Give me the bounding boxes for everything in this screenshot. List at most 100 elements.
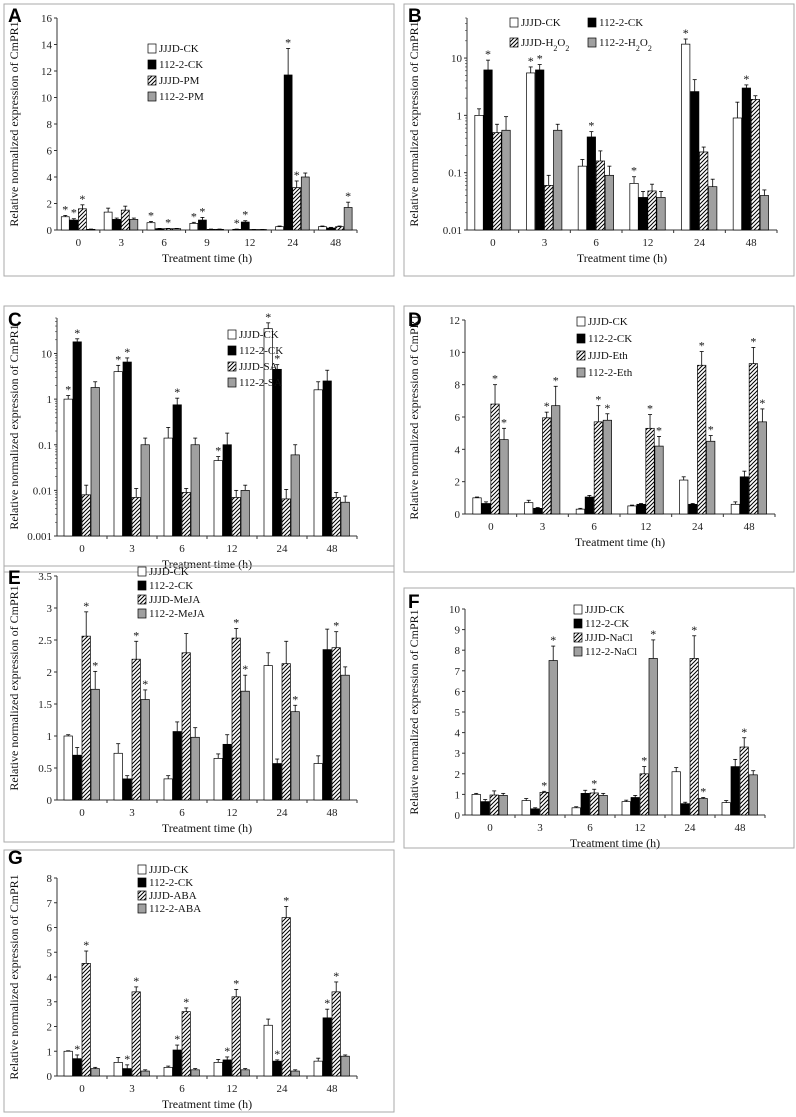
- bar: [146, 222, 156, 231]
- bar: [60, 216, 70, 231]
- significance-star: *: [83, 938, 89, 952]
- bar: [281, 663, 291, 801]
- y-axis-title: Relative normalized expression of CmPR1: [407, 314, 421, 519]
- bar: [313, 389, 323, 537]
- x-axis-title: Treatment time (h): [575, 535, 665, 549]
- y-tick-label: 16: [41, 13, 53, 25]
- panel-border: [3, 849, 395, 1113]
- bar: [190, 1069, 200, 1077]
- bar: [492, 132, 502, 231]
- significance-star: *: [133, 974, 139, 988]
- bar: [181, 1011, 191, 1077]
- significance-star: *: [699, 339, 705, 353]
- bar: [222, 743, 232, 801]
- bar: [81, 635, 91, 801]
- panel-border: [403, 305, 795, 573]
- significance-star: *: [174, 1032, 180, 1046]
- legend-label: 112-2-PM: [159, 91, 204, 103]
- bar: [501, 129, 511, 231]
- significance-star: *: [750, 334, 756, 348]
- legend-label: JJJD-CK: [521, 17, 561, 29]
- x-tick-label: 6: [161, 237, 167, 249]
- bar: [679, 479, 689, 515]
- legend-swatch: [137, 903, 147, 914]
- y-tick-label: 8: [455, 380, 461, 392]
- bar: [326, 227, 336, 231]
- bar: [181, 492, 191, 537]
- y-tick-label: 4: [47, 172, 53, 184]
- x-axis-title: Treatment time (h): [577, 251, 667, 265]
- bar: [539, 791, 549, 816]
- x-tick-label: 24: [685, 822, 697, 834]
- legend-swatch: [573, 618, 583, 629]
- bar: [263, 665, 273, 801]
- x-tick-label: 0: [490, 237, 496, 249]
- bar: [580, 793, 590, 816]
- y-tick-label: 2: [455, 769, 461, 781]
- x-tick-label: 48: [746, 237, 758, 249]
- bar: [213, 460, 223, 537]
- bar: [272, 1060, 282, 1077]
- significance-star: *: [199, 204, 205, 218]
- legend-label: JJJD-CK: [149, 864, 189, 876]
- y-tick-label: 0: [455, 810, 461, 822]
- bar: [63, 398, 73, 537]
- y-tick-label: 4: [47, 972, 53, 984]
- x-tick-label: 3: [537, 822, 543, 834]
- significance-star: *: [708, 423, 714, 437]
- bar: [313, 763, 323, 801]
- significance-star: *: [234, 216, 240, 230]
- significance-star: *: [265, 310, 271, 324]
- x-tick-label: 0: [79, 1083, 85, 1095]
- y-tick-label: 0.1: [38, 440, 52, 452]
- x-tick-label: 12: [640, 521, 651, 533]
- panel-e: E 0 0.5 1 1.5 2 2.5 3 3.5 Relative normalized exp…: [3, 565, 395, 843]
- significance-star: *: [165, 215, 171, 229]
- legend-swatch: [137, 864, 147, 875]
- significance-star: *: [83, 599, 89, 613]
- significance-star: *: [183, 995, 189, 1009]
- legend-swatch: [573, 632, 583, 643]
- legend-label: JJJD-NaCl: [585, 632, 633, 644]
- significance-star: *: [528, 54, 534, 68]
- bar: [240, 490, 250, 537]
- bar: [140, 1070, 150, 1077]
- legend-label: 112-2-MeJA: [149, 608, 205, 620]
- bar: [533, 507, 543, 515]
- x-tick-label: 9: [204, 237, 210, 249]
- bar: [272, 368, 282, 537]
- x-tick-label: 48: [327, 543, 339, 555]
- legend-swatch: [137, 594, 147, 605]
- legend-swatch: [227, 345, 237, 356]
- bar: [340, 501, 350, 537]
- bar: [535, 69, 545, 231]
- bar: [638, 197, 648, 231]
- y-tick-label: 1: [47, 1046, 53, 1058]
- y-tick-label: 6: [455, 686, 461, 698]
- bar: [697, 364, 707, 515]
- bar: [639, 773, 649, 816]
- legend-swatch: [509, 17, 519, 28]
- y-tick-label: 6: [455, 412, 461, 424]
- bar: [343, 207, 353, 231]
- y-tick-label: 1: [47, 731, 53, 743]
- bar: [521, 800, 531, 816]
- significance-star: *: [274, 352, 280, 366]
- y-tick-label: 6: [47, 923, 53, 935]
- significance-star: *: [550, 633, 556, 647]
- significance-star: *: [759, 396, 765, 410]
- y-tick-label: 9: [455, 625, 461, 637]
- y-axis-title: Relative normalized expression of CmPR1: [407, 21, 421, 226]
- y-tick-label: 8: [47, 873, 53, 885]
- x-tick-label: 6: [179, 543, 185, 555]
- bar: [483, 69, 493, 231]
- legend-label: JJJD-H2O2: [521, 37, 569, 53]
- significance-star: *: [74, 326, 80, 340]
- x-tick-label: 0: [487, 822, 493, 834]
- y-tick-label: 0.1: [448, 168, 462, 180]
- legend: JJJD-CK 112-2-CK JJJD-PM 112-2-PM: [147, 43, 204, 103]
- x-tick-label: 6: [591, 521, 597, 533]
- y-tick-label: 3.5: [38, 571, 52, 583]
